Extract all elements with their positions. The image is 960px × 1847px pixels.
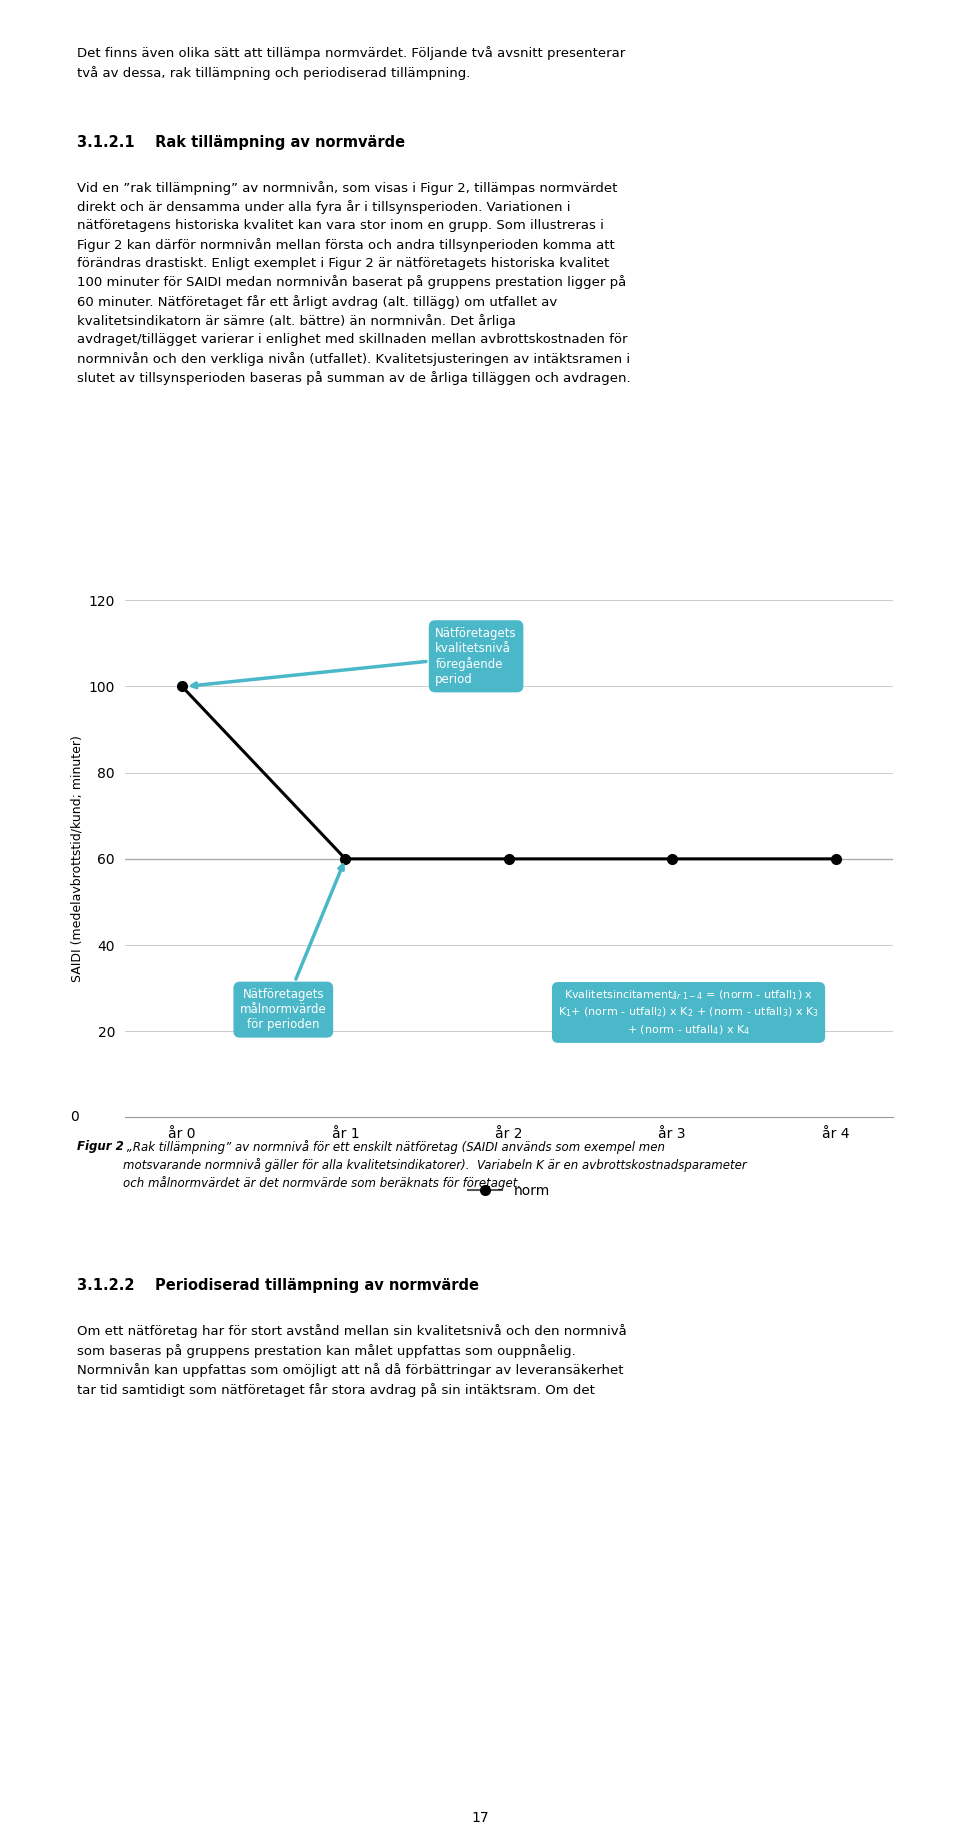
Text: „Rak tillämpning” av normnivå för ett enskilt nätföretag (SAIDI används som exem: „Rak tillämpning” av normnivå för ett en…: [123, 1140, 747, 1189]
Text: Nätföretagets
målnormvärde
för perioden: Nätföretagets målnormvärde för perioden: [240, 864, 344, 1031]
Text: 0: 0: [70, 1110, 79, 1125]
Legend: norm: norm: [462, 1178, 556, 1204]
Text: Kvalitetsincitament$_{år\ 1-4}$ = (norm - utfall$_1$) x
K$_1$+ (norm - utfall$_2: Kvalitetsincitament$_{år\ 1-4}$ = (norm …: [558, 988, 819, 1036]
Text: Nätföretagets
kvalitetsnivå
föregående
period: Nätföretagets kvalitetsnivå föregående p…: [192, 626, 516, 687]
Text: 17: 17: [471, 1810, 489, 1825]
Text: 3.1.2.2    Periodiserad tillämpning av normvärde: 3.1.2.2 Periodiserad tillämpning av norm…: [77, 1278, 479, 1293]
Y-axis label: SAIDI (medelavbrottstid/kund; minuter): SAIDI (medelavbrottstid/kund; minuter): [70, 735, 84, 983]
Text: Figur 2: Figur 2: [77, 1140, 124, 1153]
Text: 3.1.2.1    Rak tillämpning av normvärde: 3.1.2.1 Rak tillämpning av normvärde: [77, 135, 405, 150]
Text: Vid en ”rak tillämpning” av normnivån, som visas i Figur 2, tillämpas normvärdet: Vid en ”rak tillämpning” av normnivån, s…: [77, 181, 631, 386]
Text: Det finns även olika sätt att tillämpa normvärdet. Följande två avsnitt presente: Det finns även olika sätt att tillämpa n…: [77, 46, 625, 79]
Text: Om ett nätföretag har för stort avstånd mellan sin kvalitetsnivå och den normniv: Om ett nätföretag har för stort avstånd …: [77, 1324, 627, 1396]
